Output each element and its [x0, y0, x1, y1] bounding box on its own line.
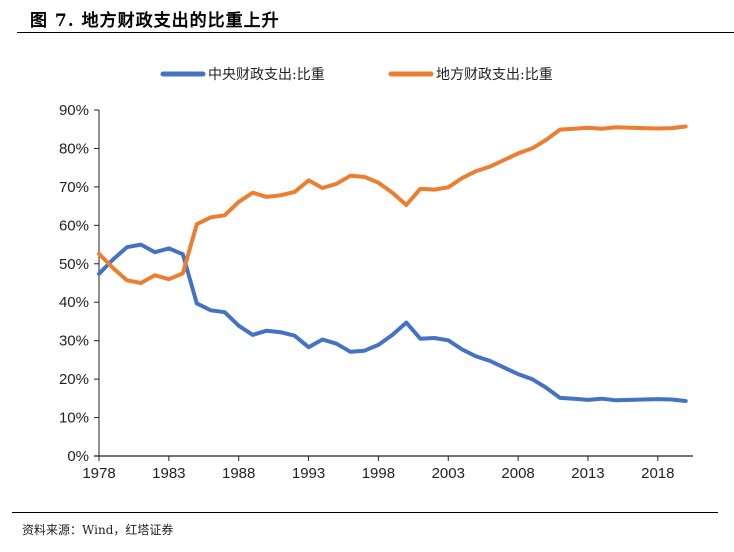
y-tick-label: 0%	[67, 448, 89, 465]
series-line-local	[97, 124, 688, 285]
source-note: 资料来源：Wind，红塔证券	[22, 523, 174, 537]
legend-label-central: 中央财政支出:比重	[208, 67, 325, 83]
x-tick-label: 2013	[571, 465, 604, 482]
y-tick-label: 50%	[59, 256, 89, 273]
y-tick-label: 90%	[59, 102, 89, 119]
title-divider	[17, 32, 734, 33]
series-line-central	[97, 242, 688, 403]
x-tick-label: 2018	[641, 465, 674, 482]
y-tick-label: 40%	[59, 294, 89, 311]
y-tick-label: 70%	[59, 179, 89, 196]
legend: 中央财政支出:比重 地方财政支出:比重	[160, 67, 553, 83]
chart-title: 图 7. 地方财政支出的比重上升	[30, 11, 280, 31]
y-tick-label: 30%	[59, 333, 89, 350]
y-tick-label: 10%	[59, 410, 89, 427]
y-tick-label: 60%	[59, 217, 89, 234]
footer-divider	[12, 512, 718, 513]
legend-label-local: 地方财政支出:比重	[436, 67, 553, 83]
x-tick-label: 1998	[362, 465, 395, 482]
x-tick-label: 2008	[501, 465, 534, 482]
axes: 0% 10% 20% 30% 40% 50% 60% 70% 80% 90% 1978 1983 198…	[59, 102, 693, 482]
y-tick-label: 80%	[59, 140, 89, 157]
y-tick-label: 20%	[59, 371, 89, 388]
x-tick-label: 1978	[82, 465, 115, 482]
x-tick-label: 1988	[222, 465, 255, 482]
x-tick-label: 1983	[152, 465, 185, 482]
series-group	[97, 124, 688, 403]
x-tick-label: 2003	[432, 465, 465, 482]
x-tick-label: 1993	[292, 465, 325, 482]
